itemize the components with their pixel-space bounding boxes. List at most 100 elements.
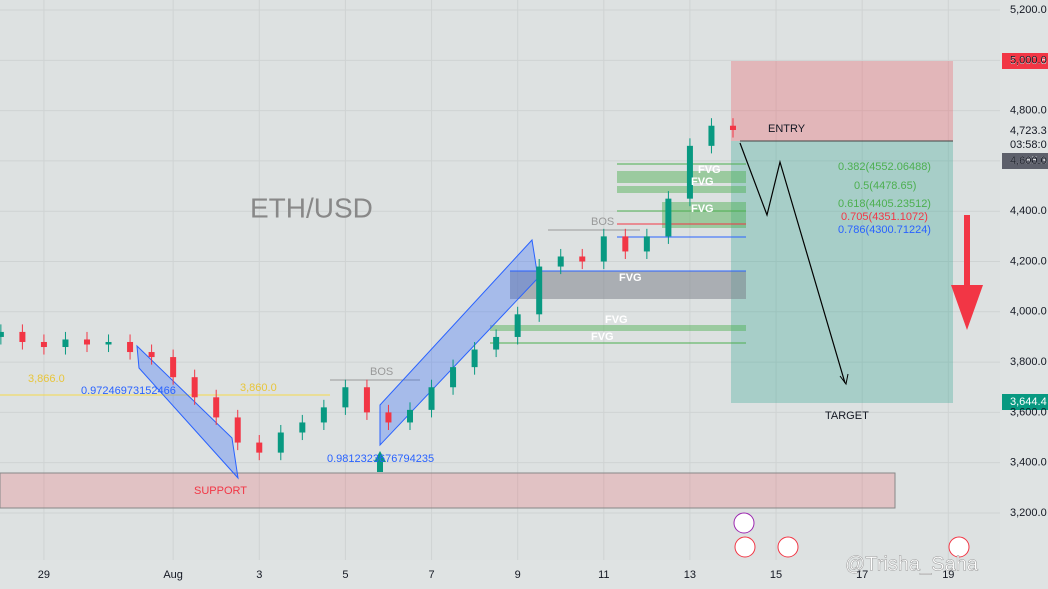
candle-body (256, 442, 263, 453)
symbol-title: ETH/USD (250, 192, 373, 223)
candle-body (600, 236, 607, 262)
candle-body (19, 331, 26, 342)
candle-body (213, 397, 220, 418)
channel (136, 344, 239, 480)
event-icon[interactable] (734, 536, 756, 558)
y-tick-label: 4,200.0 (1010, 255, 1047, 267)
event-icon[interactable] (733, 512, 755, 534)
candles (0, 118, 736, 461)
y-tick-label: 3,600.0 (1010, 406, 1047, 418)
candle-body (234, 417, 241, 443)
fvg-label: FVG (698, 164, 721, 176)
target-zone (731, 141, 953, 403)
support-label: SUPPORT (194, 485, 247, 497)
watermark: @Trisha_Saha (845, 553, 979, 575)
fib-label: 0.618(4405.23512) (838, 198, 931, 210)
candle-body (170, 357, 177, 378)
candle-body (40, 341, 47, 348)
candle-body (450, 367, 457, 388)
candle-body (127, 341, 134, 353)
price-badge (1002, 153, 1048, 169)
candle-body (385, 412, 392, 423)
x-tick-label: 13 (684, 569, 696, 581)
candle-body (557, 256, 564, 267)
y-tick-label: 5,000.0 (1010, 54, 1047, 66)
candle-body (406, 409, 413, 423)
fvg-label: FVG (591, 331, 614, 343)
up-arrow (374, 451, 386, 472)
candle-body (471, 349, 478, 368)
fvg-label: FVG (691, 203, 714, 215)
fib-label: 0.705(4351.1072) (841, 211, 928, 223)
fvg-zone (510, 271, 746, 299)
candle-body (105, 341, 112, 345)
price-badge (1002, 394, 1048, 410)
x-tick-label: 9 (515, 569, 521, 581)
fvg-zone (617, 186, 746, 193)
fvg-label: FVG (619, 272, 642, 284)
bos-label: BOS (370, 366, 393, 378)
x-tick-label: 29 (38, 569, 50, 581)
price-badge-label: 4,723.3 (1010, 125, 1047, 137)
ratio-label: 0.97246973152466 (81, 385, 176, 397)
x-tick-label: 11 (598, 569, 609, 581)
y-tick-label: 3,200.0 (1010, 507, 1047, 519)
candle-body (363, 387, 370, 413)
candle-body (665, 198, 672, 237)
candle-body (277, 432, 284, 453)
candle-body (428, 387, 435, 410)
candle-body (62, 339, 69, 348)
fvg-label: FVG (605, 314, 628, 326)
price-badge-label: 5,000.8 (1010, 55, 1047, 67)
arrow-head (839, 373, 849, 386)
price-badge-label: 4,685.3 (1010, 155, 1047, 167)
candle-body (0, 331, 4, 337)
fvg-zone (490, 325, 746, 331)
target-label: TARGET (825, 410, 869, 422)
event-icon[interactable] (948, 536, 970, 558)
y-tick-label: 4,000.0 (1010, 306, 1047, 318)
y-tick-label: 4,400.0 (1010, 205, 1047, 217)
candle-body (622, 236, 629, 252)
stop-zone (731, 61, 953, 141)
y-tick-label: 5,200.0 (1010, 4, 1047, 16)
support-zone (0, 472, 896, 509)
x-tick-label: 17 (856, 569, 868, 581)
candle-body (708, 125, 715, 146)
candle-body (83, 339, 90, 345)
candle-body (579, 256, 586, 262)
candle-body (686, 145, 693, 199)
x-tick-label: 19 (942, 569, 954, 581)
candle-body (148, 352, 155, 358)
x-tick-label: Aug (163, 569, 183, 581)
down-arrow (951, 215, 983, 330)
candle-body (729, 125, 736, 131)
y-tick-label: 3,400.0 (1010, 457, 1047, 469)
candle-body (342, 387, 349, 408)
fib-label: 0.382(4552.06488) (838, 161, 931, 173)
projection-path (739, 142, 846, 384)
price-badge (1002, 53, 1048, 69)
candle-body (191, 377, 198, 398)
level-label: 3,860.0 (240, 382, 277, 394)
x-tick-label: 5 (342, 569, 348, 581)
x-tick-label: 3 (256, 569, 262, 581)
fvg-zone (617, 171, 746, 183)
ratio-label: 0.9812323676794235 (327, 453, 434, 465)
x-tick-label: 7 (428, 569, 434, 581)
y-tick-label: 4,800.0 (1010, 105, 1047, 117)
event-icon[interactable] (777, 536, 799, 558)
countdown-label: 03:58:0 (1010, 139, 1047, 151)
x-tick-label: 15 (770, 569, 782, 581)
bos-label: BOS (591, 216, 614, 228)
plot-bg (0, 0, 1000, 560)
fib-label: 0.786(4300.71224) (838, 224, 931, 236)
candle-body (299, 422, 306, 433)
candle-body (320, 407, 327, 423)
candle-body (643, 236, 650, 252)
candle-body (493, 336, 500, 350)
entry-label: ENTRY (768, 123, 806, 135)
candle-body (514, 314, 521, 337)
